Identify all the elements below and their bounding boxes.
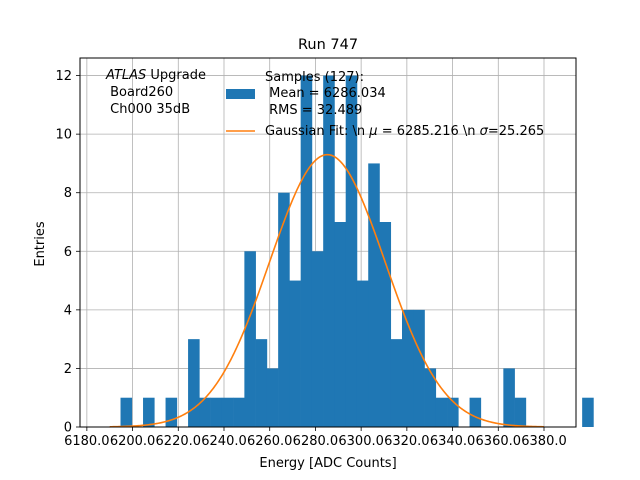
y-tick-label: 10 [55,128,72,143]
x-tick-label: 6220.0 [156,434,202,449]
x-tick-label: 6320.0 [384,434,430,449]
x-axis-label: Energy [ADC Counts] [259,456,396,471]
legend-samples-rms: RMS = 32.489 [265,103,362,118]
atlas-label: ATLAS Upgrade [105,68,206,83]
legend-fit-mu: μ [368,124,377,139]
board-label: Board260 [106,85,173,100]
x-tick-label: 6360.0 [476,434,522,449]
legend-samples-mean: Mean = 6286.034 [265,86,386,101]
x-tick-label: 6300.0 [338,434,384,449]
histogram-bar [435,397,448,427]
x-tick-label: 6280.0 [293,434,339,449]
y-tick-label: 12 [55,69,72,84]
x-tick-label: 6200.0 [110,434,156,449]
atlas-upgrade: Upgrade [146,68,206,83]
histogram-bar [255,339,268,427]
histogram-bar [311,251,324,427]
histogram-bar [266,368,279,427]
histogram-bar [244,251,256,427]
legend: Samples (127): Mean = 6286.034 RMS = 32.… [226,70,544,139]
histogram-bar [188,339,200,427]
y-tick-label: 8 [64,186,72,201]
histogram-bar [514,397,527,427]
axes-frame [79,57,577,428]
histogram-bars [120,75,594,428]
legend-samples-title: Samples (127): [265,70,364,85]
legend-histogram-swatch [226,89,255,99]
atlas-experiment: ATLAS [105,68,146,83]
histogram-bar [300,75,313,428]
histogram-bar [424,368,437,427]
x-tick-label: 6340.0 [430,434,476,449]
legend-fit-sigma: σ [480,124,489,139]
histogram-bar [390,339,403,427]
channel-label: Ch000 35dB [106,102,190,117]
histogram-bar [210,397,223,427]
histogram-bar [345,75,358,428]
y-axis-label: Entries [33,221,48,267]
histogram-bar [413,309,425,427]
y-tick-label: 0 [64,421,72,436]
histogram-bar [582,397,594,427]
histogram-bar [221,397,234,427]
legend-fit-prefix: Gaussian Fit: \n [265,124,369,139]
y-tick-label: 6 [64,245,72,260]
histogram-bar [469,397,482,427]
histogram-bar [402,309,414,427]
y-tick-label: 2 [64,362,72,377]
y-tick-label: 4 [64,303,72,318]
legend-fit-suffix: =25.265 [488,124,544,139]
histogram-bar [356,280,369,427]
histogram-bar [447,397,459,427]
histogram-bar [503,368,515,427]
histogram-bar [323,75,335,428]
x-axis-ticks: 6180.0 6200.0 6220.0 6240.0 6260.0 6280.0 6300… [64,427,567,449]
chart-title: Run 747 [298,37,358,53]
x-tick-label: 6260.0 [247,434,293,449]
histogram-bar [368,163,380,427]
legend-fit-mid: = 6285.216 \n [378,124,480,139]
histogram-bar [379,222,392,427]
histogram-bar [278,192,290,427]
y-axis-ticks: 0 2 4 6 8 10 12 [55,69,80,436]
gaussian-fit-line [109,153,545,428]
histogram-bar [233,397,245,427]
x-tick-label: 6240.0 [201,434,247,449]
histogram-bar [289,280,301,427]
x-tick-label: 6180.0 [64,434,110,449]
histogram-bar [120,397,133,427]
x-tick-label: 6380.0 [521,434,567,449]
gaussian-fit-curve [109,153,545,428]
legend-fit-label: Gaussian Fit: \n μ = 6285.216 \n σ=25.26… [265,124,544,139]
histogram-bar [334,222,347,427]
histogram-bar [143,397,155,427]
histogram-bar [199,397,211,427]
histogram-bar [165,397,178,427]
